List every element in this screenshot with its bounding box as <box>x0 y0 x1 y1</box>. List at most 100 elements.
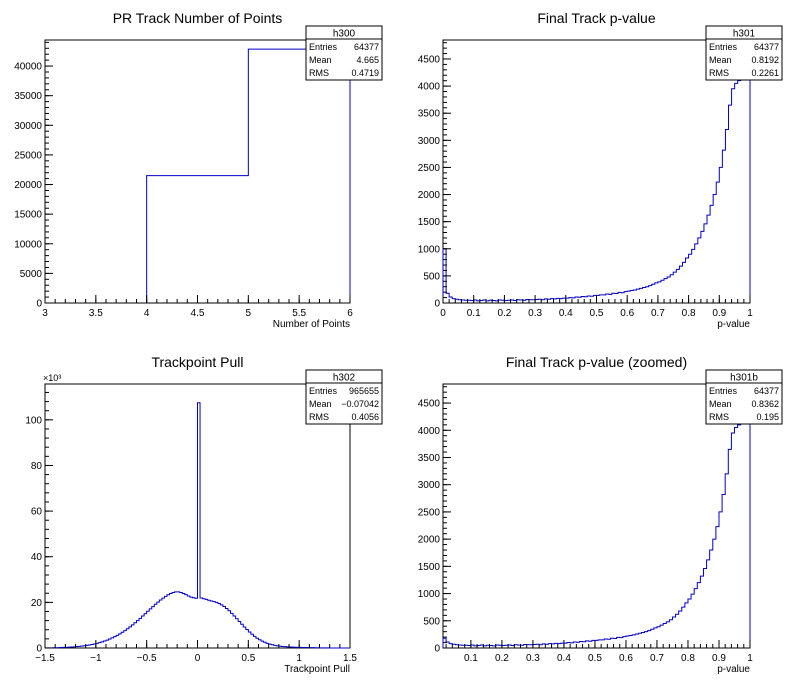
x-tick-label: 0.9 <box>712 653 726 664</box>
stats-box-histogram-name: h301 <box>733 29 756 40</box>
histogram-outline <box>442 77 751 303</box>
stats-box-histogram-name: h301b <box>730 373 758 384</box>
histogram-bin <box>707 215 710 303</box>
y-tick-label: 100 <box>25 415 42 426</box>
histogram-bin <box>218 604 221 648</box>
histogram-bin <box>669 620 672 648</box>
histogram-bin <box>264 642 267 648</box>
x-tick-label: 1 <box>296 653 302 664</box>
histogram-bin <box>729 105 732 303</box>
y-tick-label: 4000 <box>418 82 441 93</box>
histogram-bin <box>101 642 104 648</box>
histogram-bin <box>694 589 697 648</box>
stats-entries-label: Entries <box>709 42 738 52</box>
histogram-bin <box>231 613 234 648</box>
y-axis-exponent: ×10³ <box>43 373 61 383</box>
y-axis: 0 500 1000 1500 2000 2500 3000 3500 4000 4500 <box>418 42 451 310</box>
stats-box-frame <box>705 369 783 425</box>
histogram-bin <box>164 596 167 648</box>
histogram-bin <box>157 602 160 648</box>
histogram-bin <box>747 422 750 648</box>
y-tick-label: 3500 <box>418 453 441 464</box>
x-tick-label: 0.4 <box>559 308 573 319</box>
stats-rms-label: RMS <box>709 412 729 422</box>
x-tick-label: 0.3 <box>526 653 540 664</box>
stats-rms-value: 0.4719 <box>351 68 379 78</box>
histogram-bin <box>210 601 213 648</box>
histogram-bin <box>261 641 264 648</box>
y-tick-label: 1500 <box>418 217 441 228</box>
y-tick-label: 25000 <box>14 150 42 161</box>
histogram-bin <box>732 89 735 303</box>
x-tick-label: 3.5 <box>89 308 103 319</box>
histogram-bin <box>734 428 737 648</box>
x-tick-label: 5 <box>246 308 252 319</box>
stats-entries-label: Entries <box>309 42 338 52</box>
x-tick-label: 0 <box>195 653 201 664</box>
histogram-bin <box>697 583 700 648</box>
histogram-bin <box>679 266 682 303</box>
y-tick-label: 10000 <box>14 239 42 250</box>
histogram-title: Trackpoint Pull <box>151 354 243 370</box>
y-tick-label: 35000 <box>14 91 42 102</box>
histogram-bin <box>223 606 226 648</box>
histogram-bin <box>292 647 295 648</box>
histogram-bin <box>198 403 201 648</box>
x-tick-label: −1.5 <box>35 653 55 664</box>
histogram-bin <box>738 81 741 303</box>
stats-box-frame <box>305 369 383 425</box>
histogram-bin <box>88 645 91 648</box>
y-tick-label: 4500 <box>418 399 441 410</box>
stats-entries-value: 64377 <box>754 42 779 52</box>
histogram-bin <box>253 636 256 648</box>
y-tick-label: 30000 <box>14 121 42 132</box>
stats-box-histogram-name: h300 <box>333 29 356 40</box>
x-tick-label: 0.6 <box>620 308 634 319</box>
y-tick-label: 4000 <box>418 426 441 437</box>
histogram-bin <box>182 593 185 648</box>
x-tick-label: 0.7 <box>650 653 664 664</box>
stats-entries-label: Entries <box>309 386 338 396</box>
stats-mean-label: Mean <box>709 399 732 409</box>
histogram-bin <box>185 595 188 648</box>
stats-mean-value: −0.07042 <box>341 399 379 409</box>
histogram-bin <box>673 272 676 303</box>
histogram-bin <box>271 645 274 648</box>
histogram-bin <box>175 592 178 648</box>
y-tick-label: 1000 <box>418 244 441 255</box>
histogram-bin <box>170 594 173 648</box>
y-axis: 0 5000 10000 15000 20000 25000 30000 35000 40000 <box>14 41 53 310</box>
histogram-bin <box>670 275 673 303</box>
histogram-bin <box>725 474 728 648</box>
histogram-bin <box>187 596 190 648</box>
stats-mean-label: Mean <box>309 55 332 65</box>
histogram-bin <box>243 627 246 648</box>
histogram-bins <box>442 421 751 648</box>
stats-mean-value: 0.8362 <box>751 399 779 409</box>
histogram-bin <box>215 602 218 648</box>
histogram-bin <box>281 646 284 648</box>
x-tick-label: 0.5 <box>590 308 604 319</box>
stats-rms-label: RMS <box>309 68 329 78</box>
histogram-bin <box>701 231 704 303</box>
histogram-bin <box>68 647 71 648</box>
histogram-bin <box>274 645 277 648</box>
x-tick-label: 1 <box>747 653 753 664</box>
x-axis-label: p-value <box>717 664 750 675</box>
histogram-bin <box>294 647 297 648</box>
y-tick-label: 2000 <box>418 535 441 546</box>
x-tick-label: 4.5 <box>191 308 205 319</box>
x-tick-label: 0.1 <box>464 653 478 664</box>
histogram-bin <box>177 592 180 648</box>
stats-rms-value: 0.4056 <box>351 412 379 422</box>
stats-box: h301b Entries 64377 Mean 0.8362 RMS 0.19… <box>705 369 783 425</box>
histogram-bin <box>91 645 94 648</box>
histogram-bin <box>162 598 165 648</box>
histogram-bin <box>710 550 713 648</box>
y-tick-label: 15000 <box>14 210 42 221</box>
histogram-bin <box>284 647 287 648</box>
histogram-bin <box>731 433 734 648</box>
stats-mean-label: Mean <box>709 55 732 65</box>
histogram-bin <box>695 244 698 303</box>
stats-entries-value: 64377 <box>754 386 779 396</box>
